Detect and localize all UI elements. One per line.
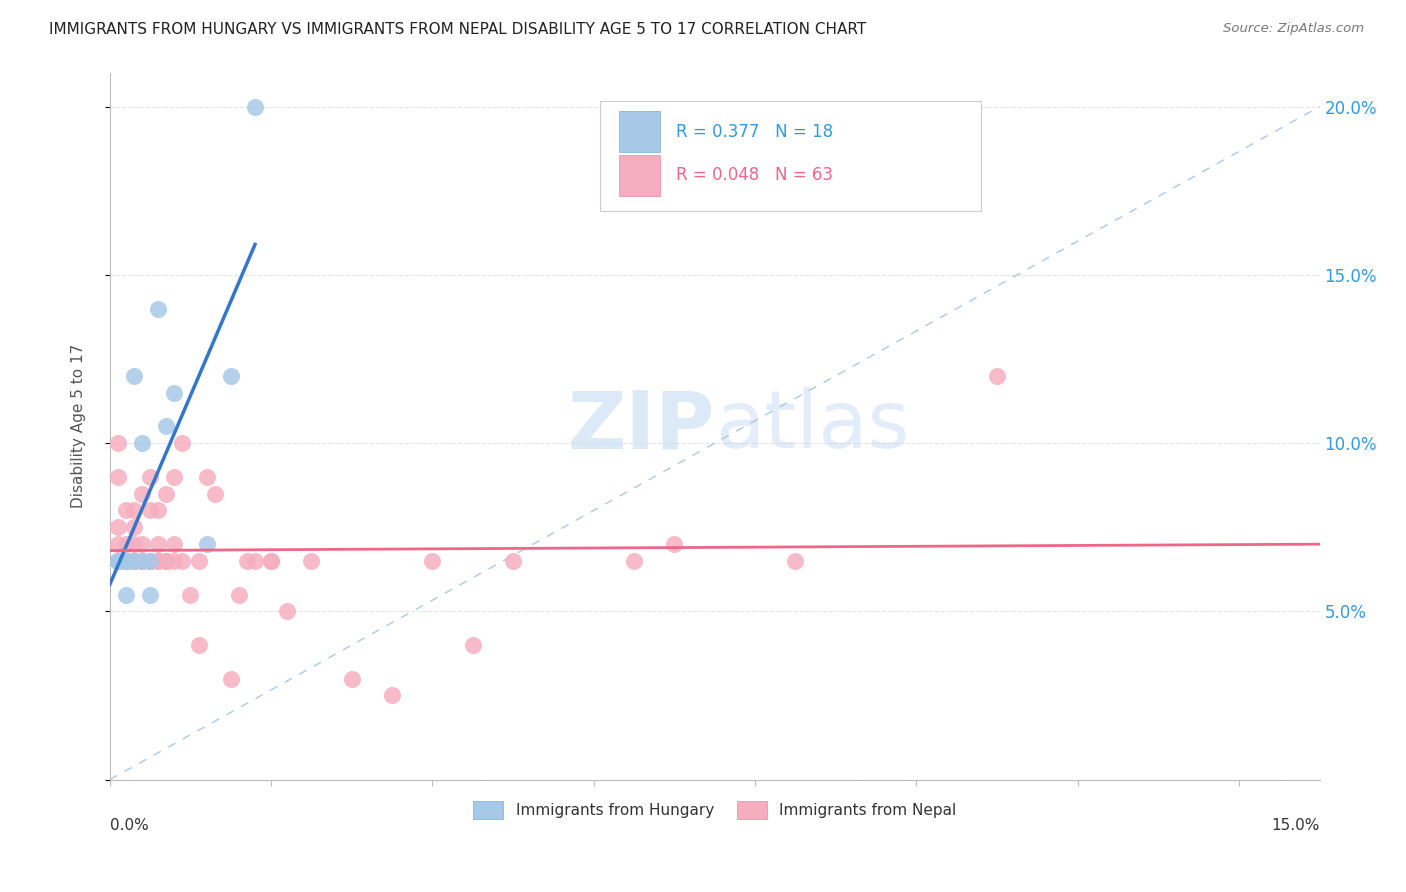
Point [195, 470, 218, 484]
Point [122, 537, 145, 551]
FancyBboxPatch shape [619, 112, 661, 152]
Point [179, 588, 201, 602]
Point [107, 554, 129, 568]
Point [155, 419, 177, 434]
Point [115, 554, 138, 568]
Point [163, 470, 186, 484]
Text: 15.0%: 15.0% [1271, 819, 1320, 833]
Text: ZIP: ZIP [568, 387, 714, 466]
Point [381, 689, 404, 703]
Point [155, 554, 177, 568]
Text: atlas: atlas [714, 387, 910, 466]
Point [131, 554, 153, 568]
Point [219, 368, 242, 383]
Point [623, 554, 645, 568]
Point [163, 537, 186, 551]
Point [107, 554, 129, 568]
Point [236, 554, 259, 568]
Point [122, 554, 145, 568]
Point [155, 554, 177, 568]
Point [115, 554, 138, 568]
Point [260, 554, 283, 568]
Point [122, 368, 145, 383]
Point [131, 554, 153, 568]
Point [107, 554, 129, 568]
Point [131, 554, 153, 568]
Point [115, 588, 138, 602]
Point [148, 503, 170, 517]
Point [131, 486, 153, 500]
Point [107, 554, 129, 568]
Point [502, 554, 524, 568]
Point [163, 385, 186, 400]
FancyBboxPatch shape [600, 102, 981, 211]
Point [461, 638, 484, 652]
Text: IMMIGRANTS FROM HUNGARY VS IMMIGRANTS FROM NEPAL DISABILITY AGE 5 TO 17 CORRELAT: IMMIGRANTS FROM HUNGARY VS IMMIGRANTS FR… [49, 22, 866, 37]
Point [115, 554, 138, 568]
Legend: Immigrants from Hungary, Immigrants from Nepal: Immigrants from Hungary, Immigrants from… [467, 795, 963, 825]
Point [163, 554, 186, 568]
Point [155, 486, 177, 500]
Point [107, 436, 129, 450]
Point [986, 368, 1008, 383]
Point [260, 554, 283, 568]
Point [664, 537, 686, 551]
Point [187, 554, 209, 568]
Point [115, 554, 138, 568]
Point [107, 554, 129, 568]
Point [148, 301, 170, 316]
Text: R = 0.377   N = 18: R = 0.377 N = 18 [676, 122, 834, 141]
Point [122, 554, 145, 568]
Point [243, 100, 266, 114]
Text: Source: ZipAtlas.com: Source: ZipAtlas.com [1223, 22, 1364, 36]
Point [107, 537, 129, 551]
Point [107, 520, 129, 534]
Point [276, 604, 298, 618]
Point [148, 537, 170, 551]
Point [155, 554, 177, 568]
Point [301, 554, 323, 568]
Point [139, 470, 162, 484]
Point [107, 554, 129, 568]
Point [139, 554, 162, 568]
Point [122, 503, 145, 517]
Point [115, 554, 138, 568]
Point [139, 588, 162, 602]
Point [422, 554, 444, 568]
Point [122, 554, 145, 568]
Point [139, 554, 162, 568]
Point [148, 554, 170, 568]
Point [340, 672, 363, 686]
Text: 0.0%: 0.0% [110, 819, 149, 833]
Point [204, 486, 226, 500]
Point [228, 588, 250, 602]
Point [219, 672, 242, 686]
Y-axis label: Disability Age 5 to 17: Disability Age 5 to 17 [72, 344, 86, 508]
Point [172, 436, 194, 450]
Point [148, 554, 170, 568]
Point [115, 537, 138, 551]
Point [139, 554, 162, 568]
Point [115, 554, 138, 568]
Point [172, 554, 194, 568]
Point [122, 554, 145, 568]
Text: R = 0.048   N = 63: R = 0.048 N = 63 [676, 167, 832, 185]
Point [115, 554, 138, 568]
Point [122, 520, 145, 534]
Point [195, 537, 218, 551]
FancyBboxPatch shape [619, 155, 661, 195]
Point [115, 503, 138, 517]
Point [187, 638, 209, 652]
Point [131, 436, 153, 450]
Point [131, 537, 153, 551]
Point [107, 470, 129, 484]
Point [139, 503, 162, 517]
Point [785, 554, 807, 568]
Point [243, 554, 266, 568]
